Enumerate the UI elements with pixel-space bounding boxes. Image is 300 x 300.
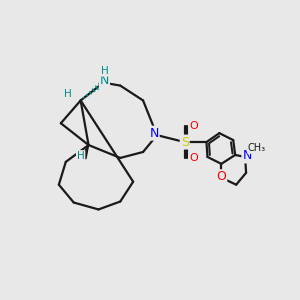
Text: N: N xyxy=(149,127,159,140)
Polygon shape xyxy=(81,145,88,159)
Text: O: O xyxy=(189,153,198,163)
Text: N: N xyxy=(100,74,109,87)
Text: O: O xyxy=(189,121,198,131)
Text: O: O xyxy=(216,170,226,183)
Text: S: S xyxy=(181,136,189,148)
Text: H: H xyxy=(77,151,85,161)
Text: N: N xyxy=(242,149,252,162)
Text: H: H xyxy=(64,88,72,98)
Text: H: H xyxy=(100,66,108,76)
Text: CH₃: CH₃ xyxy=(248,143,266,153)
